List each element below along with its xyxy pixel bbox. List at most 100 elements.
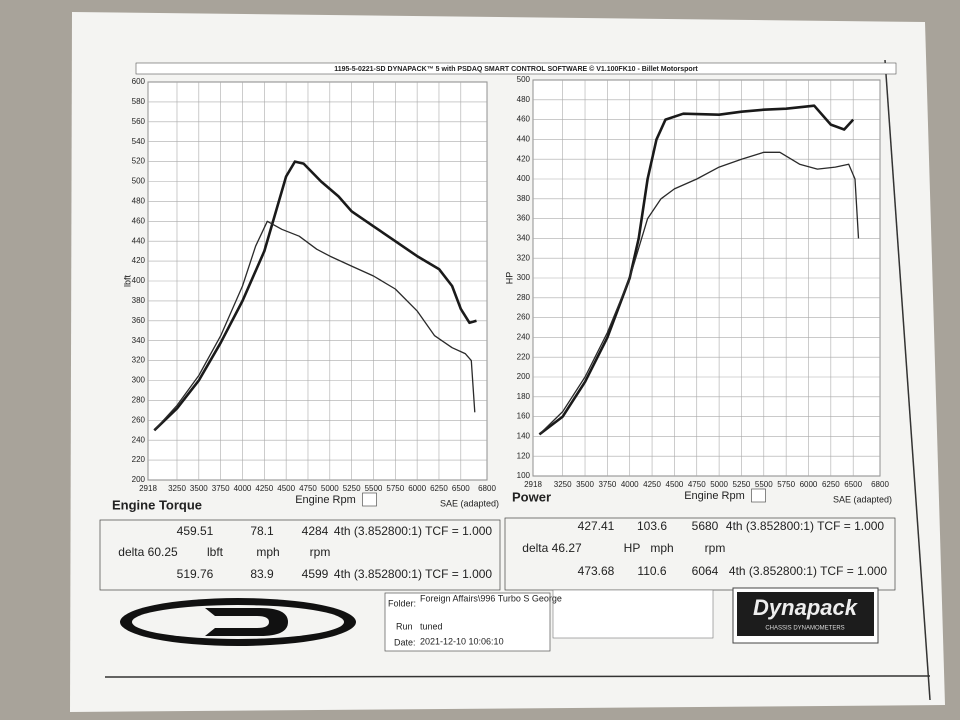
info-value: Foreign Affairs\996 Turbo S George	[420, 593, 562, 603]
y-tick-label: 360	[132, 316, 146, 325]
x-tick-label: 5250	[733, 480, 751, 489]
y-tick-label: 600	[132, 77, 146, 86]
x-tick-label: 3750	[598, 480, 616, 489]
x-tick-label: 4000	[621, 480, 639, 489]
y-tick-label: 280	[517, 293, 531, 302]
y-tick-label: 220	[517, 352, 531, 361]
y-tick-label: 400	[517, 174, 531, 183]
x-tick-label: 5500	[365, 484, 383, 493]
y-tick-label: 540	[132, 137, 146, 146]
x-axis-label: Engine Rpm	[684, 490, 745, 502]
bottom-line	[104, 675, 931, 678]
y-tick-label: 420	[132, 256, 146, 265]
x-tick-label: 6000	[408, 484, 426, 493]
y-tick-label: 140	[517, 432, 531, 441]
note: SAE (adapted)	[833, 494, 892, 504]
y-tick-label: 460	[517, 115, 531, 124]
info-label: Date:	[394, 637, 416, 647]
table-cell: mph	[256, 545, 279, 559]
y-tick-label: 340	[517, 234, 531, 243]
paper-edge-line	[884, 59, 931, 701]
torque-power-line	[153, 220, 476, 431]
x-tick-label: 5000	[710, 480, 728, 489]
table-cell: 78.1	[250, 524, 274, 538]
y-tick-label: 420	[517, 154, 531, 163]
y-tick-label: 440	[132, 236, 146, 245]
y-tick-label: 480	[132, 197, 146, 206]
x-tick-label: 5750	[386, 484, 404, 493]
table-cell: 5680	[692, 519, 719, 533]
info-label: Folder:	[388, 598, 416, 608]
table-cell: delta 46.27	[522, 541, 582, 555]
table-cell: 459.51	[177, 524, 214, 538]
x-tick-label: 6500	[844, 480, 862, 489]
x-tick-label: 5500	[755, 480, 773, 489]
info-value: 2021-12-10 10:06:10	[420, 636, 504, 646]
checkbox	[751, 488, 766, 503]
x-tick-label: 6800	[871, 480, 889, 489]
y-tick-label: 180	[517, 392, 531, 401]
torque-power-line	[538, 151, 860, 435]
y-tick-label: 300	[132, 376, 146, 385]
x-tick-label: 6250	[430, 484, 448, 493]
table-cell: 427.41	[578, 519, 615, 533]
table-cell: 6064	[692, 564, 719, 578]
y-tick-label: 460	[132, 216, 146, 225]
header-title: 1195-5-0221-SD DYNAPACK™ 5 with PSDAQ SM…	[334, 65, 698, 73]
y-tick-label: 300	[517, 273, 531, 282]
blank-box	[552, 589, 714, 639]
x-tick-label: 4500	[277, 484, 295, 493]
table-cell: 83.9	[250, 567, 274, 581]
table-frame	[99, 519, 501, 591]
x-tick-label: 5000	[321, 484, 339, 493]
y-axis-label: HP	[504, 272, 514, 285]
y-tick-label: 500	[517, 75, 531, 84]
y-tick-label: 440	[517, 135, 531, 144]
y-tick-label: 320	[517, 253, 531, 262]
table-cell: 473.68	[578, 564, 615, 578]
x-tick-label: 3250	[168, 484, 186, 493]
x-tick-label: 4750	[299, 484, 317, 493]
y-tick-label: 200	[517, 372, 531, 381]
logo-subtext: CHASSIS DYNAMOMETERS	[765, 626, 844, 632]
y-tick-label: 100	[517, 471, 531, 480]
torque-power-line	[538, 104, 855, 436]
table-cell: 103.6	[637, 519, 667, 533]
y-tick-label: 580	[132, 97, 146, 106]
y-tick-label: 380	[517, 194, 531, 203]
chart-title: Engine Torque	[112, 497, 202, 512]
x-tick-label: 5250	[343, 484, 361, 493]
table-cell: 4th (3.852800:1) TCF = 1.000	[334, 567, 493, 581]
y-tick-label: 340	[132, 336, 146, 345]
x-tick-label: 6500	[452, 484, 470, 493]
table-cell: delta 60.25	[118, 545, 178, 559]
x-tick-label: 6000	[800, 480, 818, 489]
y-tick-label: 280	[132, 396, 146, 405]
info-value: tuned	[420, 621, 443, 631]
table-cell: lbft	[207, 545, 224, 559]
y-tick-label: 400	[132, 276, 146, 285]
y-tick-label: 500	[132, 177, 146, 186]
x-tick-label: 6800	[478, 484, 496, 493]
y-tick-label: 160	[517, 412, 531, 421]
y-tick-label: 120	[517, 451, 531, 460]
x-tick-label: 4000	[234, 484, 252, 493]
y-tick-label: 260	[132, 415, 146, 424]
table-cell: 4th (3.852800:1) TCF = 1.000	[729, 564, 888, 578]
torque-power-line	[153, 160, 477, 432]
x-axis-label: Engine Rpm	[295, 494, 356, 506]
table-cell: mph	[650, 541, 673, 555]
y-tick-label: 320	[132, 356, 146, 365]
logo-bg	[737, 592, 874, 636]
logo-mark	[205, 608, 288, 636]
x-tick-label: 4250	[255, 484, 273, 493]
table-cell: 4th (3.852800:1) TCF = 1.000	[726, 519, 885, 533]
header-box	[135, 62, 897, 75]
chart-title: Power	[512, 489, 551, 504]
x-tick-label: 3500	[576, 480, 594, 489]
logo-text: Dynapack	[753, 595, 859, 620]
y-tick-label: 260	[517, 313, 531, 322]
x-tick-label: 5750	[777, 480, 795, 489]
